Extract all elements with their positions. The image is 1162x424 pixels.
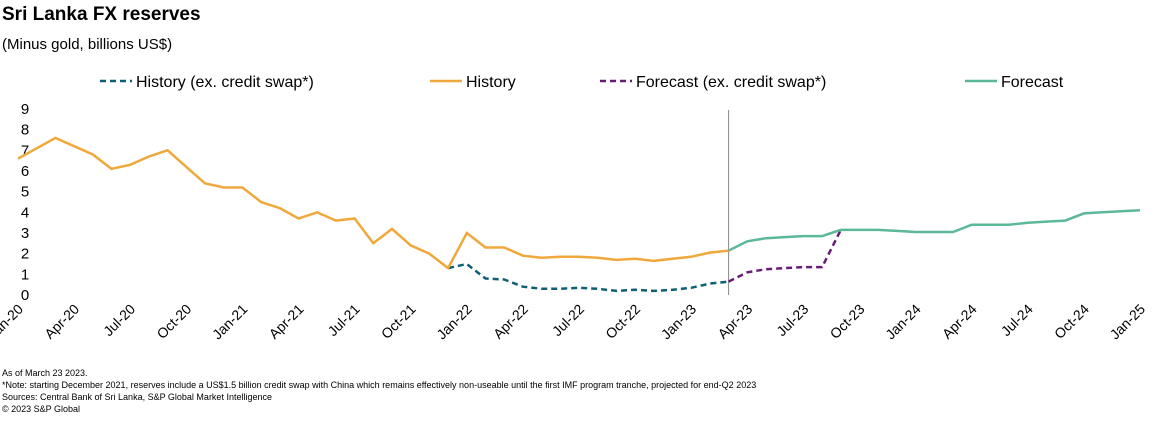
y-tick-label: 0 xyxy=(21,287,29,304)
x-tick-label: Jul-24 xyxy=(998,301,1036,339)
x-tick-label: Apr-20 xyxy=(41,301,82,342)
x-tick-label: Jul-21 xyxy=(324,301,362,339)
x-tick-label: Apr-24 xyxy=(939,301,980,342)
x-tick-label: Jan-24 xyxy=(882,301,924,343)
x-tick-label: Oct-24 xyxy=(1051,301,1092,342)
note: As of March 23 2023. xyxy=(2,368,88,378)
x-tick-label: Apr-22 xyxy=(490,301,531,342)
y-tick-label: 9 xyxy=(21,101,29,118)
x-tick-label: Oct-20 xyxy=(153,301,194,342)
y-tick-label: 1 xyxy=(21,266,29,283)
x-tick-label: Jul-23 xyxy=(773,301,811,339)
legend-label: History xyxy=(466,74,516,91)
x-tick-label: Jan-25 xyxy=(1107,301,1149,343)
legend-label: Forecast xyxy=(1001,74,1064,91)
x-tick-label: Jan-22 xyxy=(433,301,475,343)
note: Sources: Central Bank of Sri Lanka, S&P … xyxy=(2,392,272,402)
y-tick-label: 5 xyxy=(21,184,29,201)
series-line xyxy=(728,229,842,283)
x-tick-label: Jan-21 xyxy=(209,301,251,343)
x-tick-label: Jul-20 xyxy=(100,301,138,339)
x-tick-label: Oct-23 xyxy=(827,301,868,342)
y-tick-label: 2 xyxy=(21,246,29,263)
series-line xyxy=(447,262,729,293)
chart-subtitle: (Minus gold, billions US$) xyxy=(2,36,172,53)
x-tick-label: Apr-23 xyxy=(714,301,755,342)
legend-label: History (ex. credit swap*) xyxy=(136,74,314,91)
series-line xyxy=(17,136,729,270)
y-tick-label: 8 xyxy=(21,122,29,139)
x-tick-label: Oct-21 xyxy=(378,301,419,342)
y-tick-label: 4 xyxy=(21,204,29,221)
y-tick-label: 3 xyxy=(21,225,29,242)
note: *Note: starting December 2021, reserves … xyxy=(2,380,756,390)
chart-title: Sri Lanka FX reserves xyxy=(2,4,201,25)
x-tick-label: Apr-21 xyxy=(266,301,307,342)
x-tick-label: Oct-22 xyxy=(602,301,643,342)
series-line xyxy=(728,209,1141,252)
x-tick-label: Jan-20 xyxy=(0,301,26,343)
y-tick-label: 7 xyxy=(21,142,29,159)
x-tick-label: Jan-23 xyxy=(658,301,700,343)
legend-label: Forecast (ex. credit swap*) xyxy=(636,74,826,91)
note: © 2023 S&P Global xyxy=(2,404,80,414)
y-tick-label: 6 xyxy=(21,163,29,180)
x-tick-label: Jul-22 xyxy=(549,301,587,339)
